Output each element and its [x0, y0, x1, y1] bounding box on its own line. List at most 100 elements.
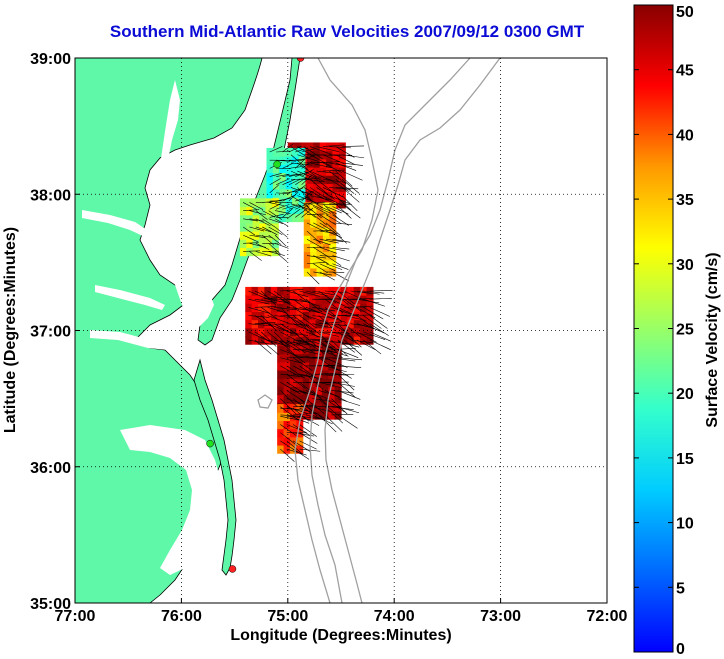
- velocity-vector: [322, 187, 343, 197]
- colorbar-title: Surface Velocity (cm/s): [704, 252, 721, 427]
- bathymetry-contours: [257, 58, 501, 603]
- velocity-vector: [248, 298, 270, 305]
- speed-cell: [328, 311, 336, 321]
- velocity-vector: [322, 178, 346, 183]
- velocity-vector: [255, 210, 268, 220]
- velocity-vector: [303, 187, 324, 199]
- velocity-vector: [325, 255, 342, 266]
- velocity-vector: [350, 305, 374, 308]
- velocity-vector: [312, 307, 336, 312]
- speed-cell: [285, 205, 293, 214]
- velocity-vector: [306, 238, 322, 248]
- velocity-vector: [316, 187, 335, 200]
- velocity-vector: [369, 307, 390, 317]
- velocity-vector: [249, 251, 262, 261]
- velocity-vector: [248, 331, 270, 342]
- velocity-vector: [325, 373, 349, 376]
- velocity-vector: [286, 290, 309, 298]
- velocity-vector: [316, 154, 341, 156]
- velocity-vector: [344, 298, 362, 312]
- velocity-vector: [254, 290, 276, 301]
- velocity-vector: [293, 416, 314, 421]
- velocity-vector: [337, 373, 355, 391]
- speed-cell: [279, 180, 287, 190]
- grid-lines: [75, 58, 607, 603]
- velocity-vector: [280, 288, 304, 292]
- velocity-vector: [310, 203, 331, 214]
- velocity-vector: [292, 331, 312, 347]
- velocity-vector: [293, 339, 314, 343]
- velocity-vector: [248, 307, 271, 314]
- velocity-vector: [288, 204, 302, 210]
- velocity-vector: [273, 331, 291, 348]
- velocity-vector: [335, 195, 352, 211]
- speed-cell: [251, 319, 259, 329]
- velocity-vector: [343, 331, 362, 348]
- velocity-vector: [326, 238, 344, 243]
- colorbar-tick-label: 50: [676, 4, 694, 21]
- velocity-vector: [286, 349, 306, 364]
- velocity-vector: [255, 251, 272, 257]
- speed-cell: [259, 198, 267, 208]
- speed-cell: [251, 303, 259, 313]
- speed-cell: [298, 164, 306, 174]
- velocity-vector: [363, 298, 385, 307]
- velocity-vector: [356, 298, 380, 304]
- velocity-vector: [344, 290, 365, 301]
- velocity-vector: [306, 213, 325, 215]
- speed-cell: [328, 345, 336, 355]
- velocity-vector: [332, 238, 351, 243]
- speed-cell: [310, 226, 318, 236]
- velocity-vector: [316, 170, 339, 174]
- velocity-vector: [356, 315, 375, 329]
- speed-cell: [292, 205, 300, 214]
- york-river: [95, 285, 165, 310]
- velocity-vector: [269, 178, 281, 185]
- velocity-vector: [306, 255, 327, 259]
- colorbar-tick-label: 10: [676, 516, 694, 533]
- speed-cell: [303, 243, 311, 253]
- velocity-vector: [260, 290, 277, 306]
- velocity-vector: [299, 290, 320, 297]
- velocity-vector: [280, 390, 298, 408]
- velocity-vector: [301, 169, 314, 177]
- velocity-vector: [288, 145, 302, 153]
- velocity-vector: [280, 424, 297, 436]
- velocity-vector: [299, 307, 320, 314]
- velocity-vector: [335, 179, 355, 194]
- velocity-vector: [301, 201, 313, 210]
- velocity-vector: [312, 406, 336, 414]
- velocity-vector: [243, 250, 260, 252]
- velocity-vector: [267, 290, 288, 303]
- speed-cell: [239, 247, 247, 257]
- velocity-vector: [319, 247, 337, 254]
- velocity-vector: [313, 247, 328, 257]
- colorbar-ticks: 0 5 10 15 20 25 30 35 40 45 50: [634, 4, 694, 658]
- speed-cell: [319, 142, 327, 152]
- speed-cell: [296, 353, 304, 363]
- velocity-vector: [299, 373, 323, 380]
- speed-cell: [279, 205, 287, 214]
- velocity-vector: [350, 339, 374, 344]
- velocity-vector: [269, 184, 280, 194]
- velocity-vector: [369, 331, 391, 342]
- velocity-vector: [332, 206, 349, 215]
- velocity-vector: [350, 298, 374, 300]
- speed-cell: [292, 196, 300, 206]
- velocity-vector: [280, 448, 295, 462]
- speed-cell: [252, 198, 260, 208]
- speed-cell: [285, 147, 293, 157]
- velocity-vector: [337, 406, 360, 414]
- velocity-vector: [249, 202, 264, 210]
- velocity-vector: [249, 226, 265, 232]
- velocity-vector: [299, 440, 317, 450]
- velocity-vector: [331, 381, 355, 387]
- velocity-vector: [290, 154, 309, 171]
- velocity-vector: [305, 406, 325, 419]
- y-tick-label: 36:00: [30, 460, 71, 477]
- colorbar-tick-label: 0: [676, 641, 685, 658]
- velocity-vector: [286, 341, 310, 346]
- velocity-vector: [319, 206, 337, 215]
- speed-cell: [366, 295, 374, 304]
- velocity-vector: [286, 390, 306, 403]
